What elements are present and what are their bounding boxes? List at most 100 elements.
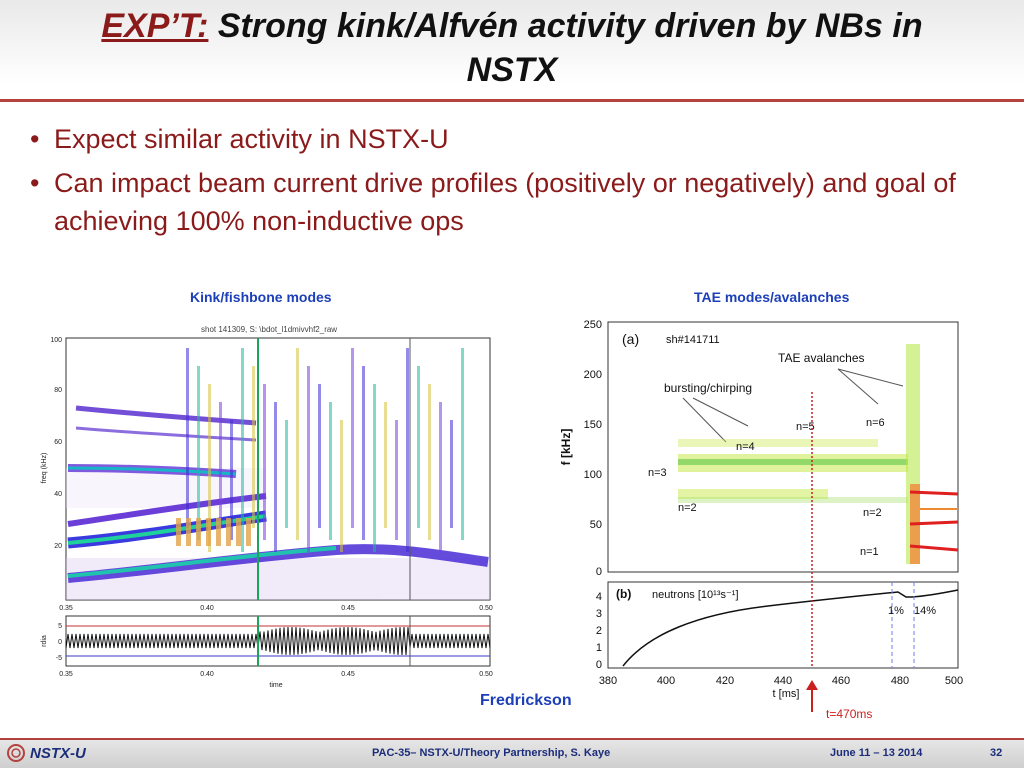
fishbone-burst <box>236 518 241 546</box>
lower-y-tick-label: 4 <box>596 591 602 603</box>
footer-presentation-info: PAC-35– NSTX-U/Theory Partnership, S. Ka… <box>372 747 611 759</box>
fishbone-burst <box>186 518 191 546</box>
title-prefix: EXP’T: <box>101 7 209 45</box>
y-tick-label: 100 <box>584 469 602 481</box>
fishbone-burst <box>197 366 200 540</box>
footer-logo-text: NSTX-U <box>30 744 86 762</box>
footer-bar: NSTX-U PAC-35– NSTX-U/Theory Partnership… <box>0 738 1024 768</box>
kink-spectrogram-figure: shot 141309, S: \bdot_l1dmivvhf2_raw 100… <box>36 318 502 690</box>
x-tick-label: 420 <box>716 675 734 687</box>
mode-label: n=1 <box>860 546 879 558</box>
lower-y-tick-label: 1 <box>596 642 602 654</box>
lower-y-tick-label: 3 <box>596 608 602 620</box>
signal-trace <box>65 626 491 656</box>
bullet-list: • Expect similar activity in NSTX-U • Ca… <box>30 120 990 246</box>
lower-y-tick-label: 0 <box>596 659 602 671</box>
fishbone-bursts <box>176 348 464 552</box>
fishbone-burst <box>439 402 442 552</box>
title-line2: NSTX <box>466 51 558 89</box>
avalanche-trace <box>909 490 959 496</box>
lower-x-tick-label: 0.35 <box>59 671 73 678</box>
fishbone-burst <box>208 384 211 552</box>
lower-y-axis-label: rdia <box>41 635 48 647</box>
fishbone-burst <box>395 420 398 540</box>
time-marker-label: t=470ms <box>826 707 873 721</box>
panel-a-frame <box>607 321 959 573</box>
x-tick-label: 500 <box>945 675 963 687</box>
fishbone-burst <box>406 348 409 552</box>
spectrogram-header: shot 141309, S: \bdot_l1dmivvhf2_raw <box>201 325 337 334</box>
avalanche-trace <box>909 520 959 526</box>
author-credit: Fredrickson <box>480 692 572 709</box>
fishbone-burst <box>373 384 376 552</box>
bullet-dot-icon: • <box>30 168 40 198</box>
fishbone-burst <box>252 366 255 528</box>
bullet-dot-icon: • <box>30 124 40 154</box>
percent-label: 14% <box>914 605 936 617</box>
x-axis-label: time <box>269 682 282 689</box>
fishbone-burst <box>285 420 288 528</box>
x-tick-label: 0.40 <box>200 605 214 612</box>
y-tick-label: 20 <box>54 543 62 550</box>
mode-label: n=2 <box>678 502 697 514</box>
x-axis-label: t [ms] <box>773 688 800 700</box>
title-band: EXP’T: Strong kink/Alfvén activity drive… <box>0 0 1024 102</box>
y-axis-label: freq (kHz) <box>41 453 48 484</box>
shot-label: sh#141711 <box>666 334 720 346</box>
neutrons-label: neutrons [10¹³s⁻¹] <box>652 589 739 601</box>
fishbone-burst <box>241 348 244 552</box>
fishbone-burst <box>206 518 211 546</box>
y-tick-label: 150 <box>584 419 602 431</box>
annotation-pointer <box>682 397 727 443</box>
fishbone-burst <box>318 384 321 528</box>
fishbone-burst <box>384 402 387 528</box>
y-tick-label: 60 <box>54 439 62 446</box>
x-tick-label: 0.50 <box>479 605 493 612</box>
band-upper-core <box>67 466 237 476</box>
fishbone-burst <box>176 518 181 546</box>
mode-label: n=3 <box>648 467 667 479</box>
x-tick-label: 0.45 <box>341 605 355 612</box>
fishbone-burst <box>216 518 221 546</box>
right-figure-caption: TAE modes/avalanches <box>694 289 850 305</box>
lower-y-tick-label: 2 <box>596 625 602 637</box>
fishbone-burst <box>246 518 251 546</box>
footer-date: June 11 – 13 2014 <box>830 747 923 759</box>
mode-band-n2 <box>678 489 828 499</box>
panel-a-label: (a) <box>622 331 639 347</box>
left-figure-caption: Kink/fishbone modes <box>190 289 332 305</box>
fishbone-burst <box>274 402 277 552</box>
signal-trace-path <box>65 626 491 656</box>
x-tick-label: 400 <box>657 675 675 687</box>
mode-band-n3-core <box>678 459 908 465</box>
fishbone-burst <box>186 348 189 528</box>
slide-title: EXP’T: Strong kink/Alfvén activity drive… <box>0 4 1024 92</box>
band-mid2 <box>67 493 267 527</box>
fishbone-burst <box>296 348 299 540</box>
mode-label: n=6 <box>866 417 885 429</box>
x-tick-label: 440 <box>774 675 792 687</box>
signal-trace-frame <box>65 615 491 667</box>
mode-label: n=2 <box>863 507 882 519</box>
neutron-curve <box>622 589 959 667</box>
fishbone-burst <box>307 366 310 552</box>
x-tick-label: 480 <box>891 675 909 687</box>
mode-band-n4 <box>678 439 878 447</box>
y-tick-label: 40 <box>54 491 62 498</box>
percent-label: 1% <box>888 605 904 617</box>
lower-y-tick-label: 0 <box>58 639 62 646</box>
annotation-pointer <box>837 368 904 387</box>
lower-x-tick-label: 0.45 <box>341 671 355 678</box>
band-low-core <box>67 546 337 578</box>
bursting-chirping-label: bursting/chirping <box>664 381 752 395</box>
bullet-text: Expect similar activity in NSTX-U <box>54 124 449 154</box>
y-tick-label: 250 <box>584 319 602 331</box>
mode-label: n=4 <box>736 441 755 453</box>
fishbone-burst <box>340 420 343 552</box>
kink-spectrogram-svg: shot 141309, S: \bdot_l1dmivvhf2_raw 100… <box>41 325 493 689</box>
x-tick-label: 460 <box>832 675 850 687</box>
y-tick-label: 100 <box>50 337 62 344</box>
x-tick-label: 380 <box>599 675 617 687</box>
y-tick-label: 80 <box>54 387 62 394</box>
mode-label: n=5 <box>796 421 815 433</box>
